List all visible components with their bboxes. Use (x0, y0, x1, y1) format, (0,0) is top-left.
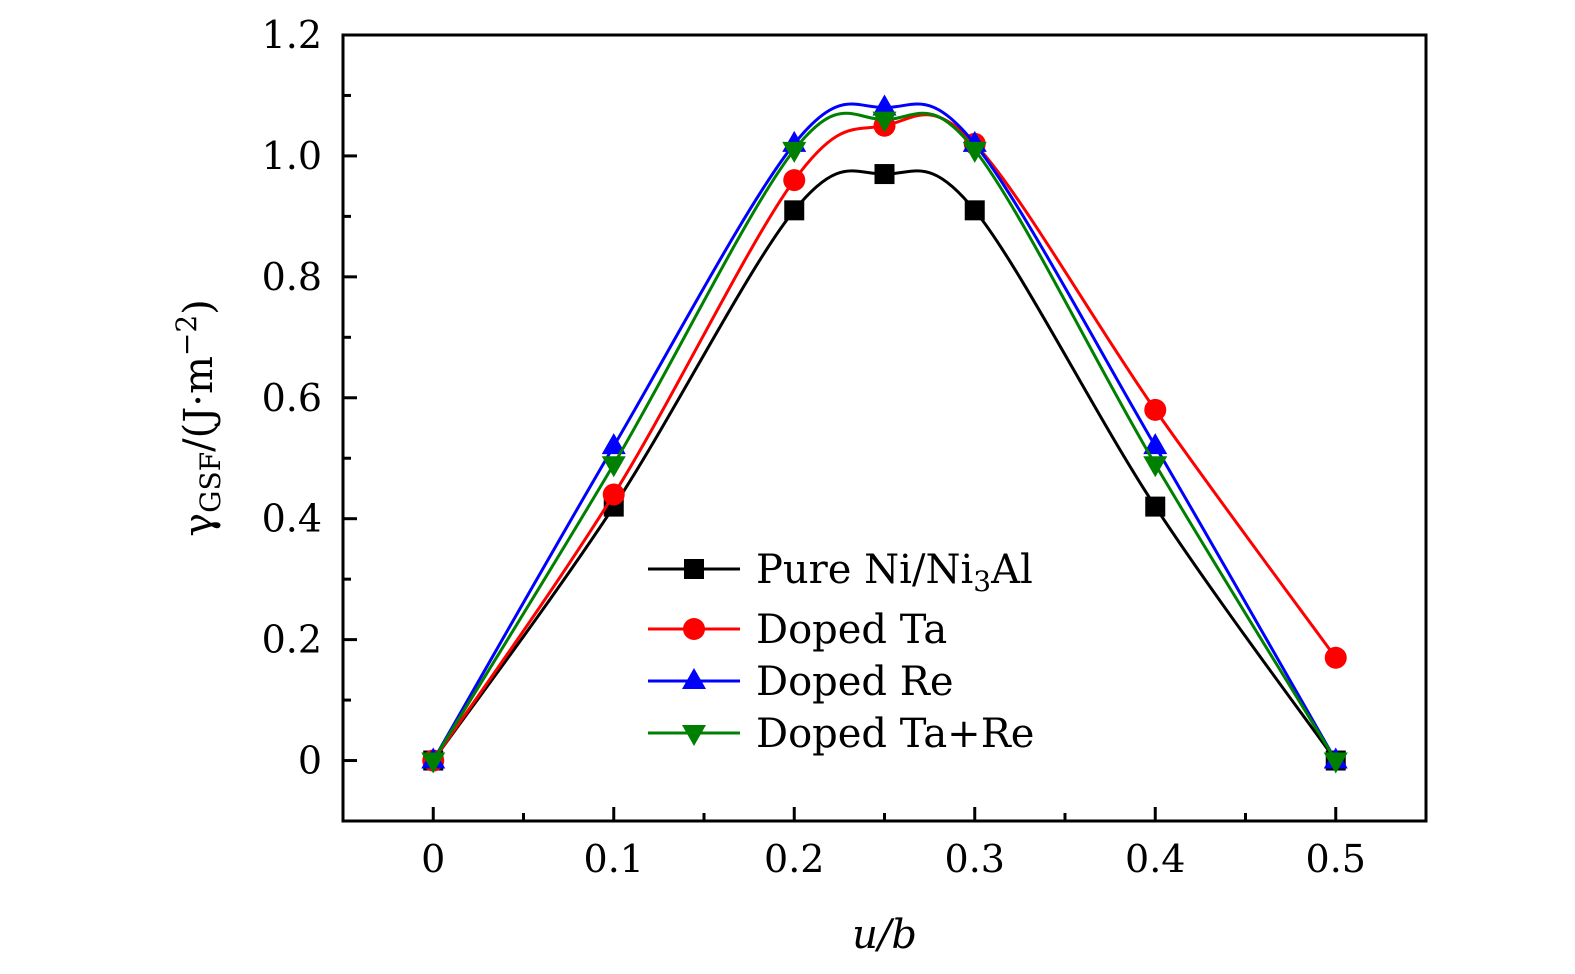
square-data-point (784, 200, 805, 221)
circle-data-point (1144, 398, 1167, 421)
triangle-down-data-point (1143, 456, 1168, 478)
y-axis-unit-close: ) (176, 299, 222, 315)
legend-item: Doped Ta+Re (648, 711, 1034, 757)
legend-item: Doped Re (648, 659, 954, 705)
svg-text:γGSF/(J·m−2): γGSF/(J·m−2) (170, 299, 227, 537)
triangle-down-data-point (962, 141, 987, 163)
triangle-up-data-point (601, 433, 626, 455)
legend-item: Pure Ni/Ni3Al (648, 547, 1033, 598)
y-tick-label: 0 (298, 739, 322, 783)
legend-label: Pure Ni/Ni3Al (756, 547, 1033, 598)
legend-label-main: Pure Ni/Ni (756, 547, 973, 593)
square-data-point (874, 164, 895, 185)
y-axis-unit: /(J·m (176, 356, 222, 452)
legend-label: Doped Ta (756, 607, 947, 653)
series-layer (421, 94, 1348, 774)
x-axis-title: u/b (852, 912, 917, 958)
y-tick-label: 1.0 (262, 134, 322, 178)
y-axis-subscript: GSF (194, 452, 227, 513)
triangle-down-data-point (872, 111, 897, 133)
legend-label-main: Doped Ta+Re (756, 711, 1034, 757)
triangle-up-data-point (872, 94, 897, 116)
ticks-layer (343, 33, 1338, 823)
x-tick-labels: 0 0.1 0.2 0.3 0.4 0.5 (421, 837, 1366, 881)
legend-label-tail: Al (990, 547, 1033, 593)
x-tick-label: 0.5 (1306, 837, 1366, 881)
y-axis-title: γGSF/(J·m−2) (170, 299, 227, 537)
y-axis-symbol: γ (176, 513, 222, 537)
triangle-down-data-point (421, 752, 446, 774)
legend: Pure Ni/Ni3Al Doped Ta Doped Re Doped Ta+Re (648, 547, 1034, 757)
circle-data-point (783, 169, 806, 192)
x-tick-label: 0.4 (1125, 837, 1185, 881)
legend-item: Doped Ta (648, 607, 947, 653)
x-tick-label: 0 (421, 837, 445, 881)
triangle-up-data-point (1143, 433, 1168, 455)
legend-triangle-up-marker (682, 668, 706, 689)
series-doped-ta-re (421, 111, 1348, 774)
triangle-down-data-point (782, 141, 807, 163)
triangle-down-data-point (1323, 752, 1348, 774)
legend-label: Doped Re (756, 659, 954, 705)
legend-label: Doped Ta+Re (756, 711, 1034, 757)
legend-label-subscript: 3 (973, 565, 991, 598)
square-data-point (964, 200, 985, 221)
legend-label-main: Doped Re (756, 659, 954, 705)
circle-data-point (602, 483, 625, 506)
y-tick-labels: 0 0.2 0.4 0.6 0.8 1.0 1.2 (262, 13, 322, 783)
y-axis-unit-exponent: −2 (170, 315, 203, 356)
triangle-down-data-point (601, 456, 626, 478)
x-tick-label: 0.1 (584, 837, 644, 881)
square-data-point (1145, 496, 1166, 517)
x-tick-label: 0.2 (764, 837, 824, 881)
circle-data-point (1324, 646, 1347, 669)
y-tick-label: 0.8 (262, 255, 322, 299)
y-tick-label: 0.2 (262, 618, 322, 662)
y-tick-label: 1.2 (262, 13, 322, 57)
x-tick-label: 0.3 (945, 837, 1005, 881)
legend-triangle-down-marker (682, 725, 706, 746)
y-tick-label: 0.6 (262, 376, 322, 420)
legend-label-main: Doped Ta (756, 607, 947, 653)
legend-circle-marker (683, 618, 705, 640)
y-tick-label: 0.4 (262, 497, 322, 541)
legend-square-marker (684, 559, 704, 579)
